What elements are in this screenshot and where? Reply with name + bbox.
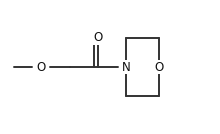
Text: O: O <box>93 31 103 44</box>
Text: N: N <box>122 60 131 74</box>
Text: O: O <box>155 60 164 74</box>
Text: O: O <box>37 60 46 74</box>
